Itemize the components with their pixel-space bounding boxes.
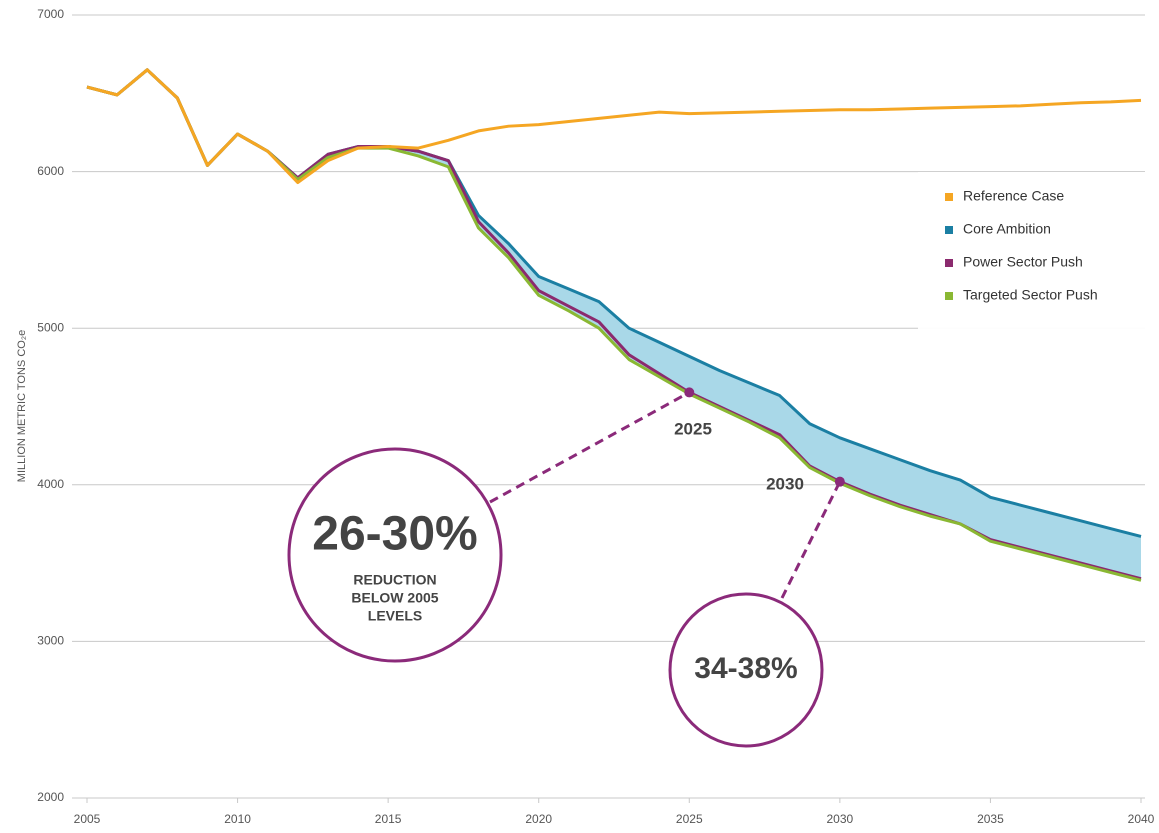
x-tick-label: 2040 [1128, 812, 1155, 826]
legend-swatch [945, 292, 953, 300]
annotation-circle [287, 447, 503, 663]
y-tick-label: 3000 [37, 634, 64, 648]
y-tick-label: 4000 [37, 477, 64, 491]
annotation-value: 26-30% [312, 508, 477, 561]
annotation-leader [489, 391, 691, 504]
annotation-leader [780, 481, 842, 599]
annotation-value: 34-38% [694, 652, 797, 685]
y-tick-label: 6000 [37, 164, 64, 178]
y-tick-label: 7000 [37, 7, 64, 21]
annotation-year: 2025 [674, 419, 712, 438]
annotation-circle [668, 592, 824, 748]
y-axis-label: MILLION METRIC TONS CO₂e [16, 330, 28, 482]
annotation-note: BELOW 2005 [351, 590, 438, 606]
series-line [86, 68, 1142, 185]
x-tick-label: 2035 [977, 812, 1004, 826]
x-tick-label: 2030 [827, 812, 854, 826]
legend-label: Reference Case [963, 188, 1064, 204]
x-tick-label: 2020 [525, 812, 552, 826]
x-tick-label: 2010 [224, 812, 251, 826]
x-tick-label: 2005 [74, 812, 101, 826]
legend-label: Core Ambition [963, 221, 1051, 237]
y-tick-label: 5000 [37, 320, 64, 334]
x-tick-label: 2025 [676, 812, 703, 826]
legend-swatch [945, 259, 953, 267]
legend-swatch [945, 226, 953, 234]
legend-label: Power Sector Push [963, 254, 1083, 270]
annotation-year: 2030 [766, 474, 804, 493]
legend-box [918, 172, 1148, 347]
y-tick-label: 2000 [37, 790, 64, 804]
annotation-point [684, 387, 695, 398]
x-tick-label: 2015 [375, 812, 402, 826]
annotation-note: REDUCTION [353, 572, 436, 588]
annotation-note: LEVELS [368, 608, 422, 624]
legend-swatch [945, 193, 953, 201]
legend-label: Targeted Sector Push [963, 287, 1098, 303]
annotation-point [834, 476, 845, 487]
